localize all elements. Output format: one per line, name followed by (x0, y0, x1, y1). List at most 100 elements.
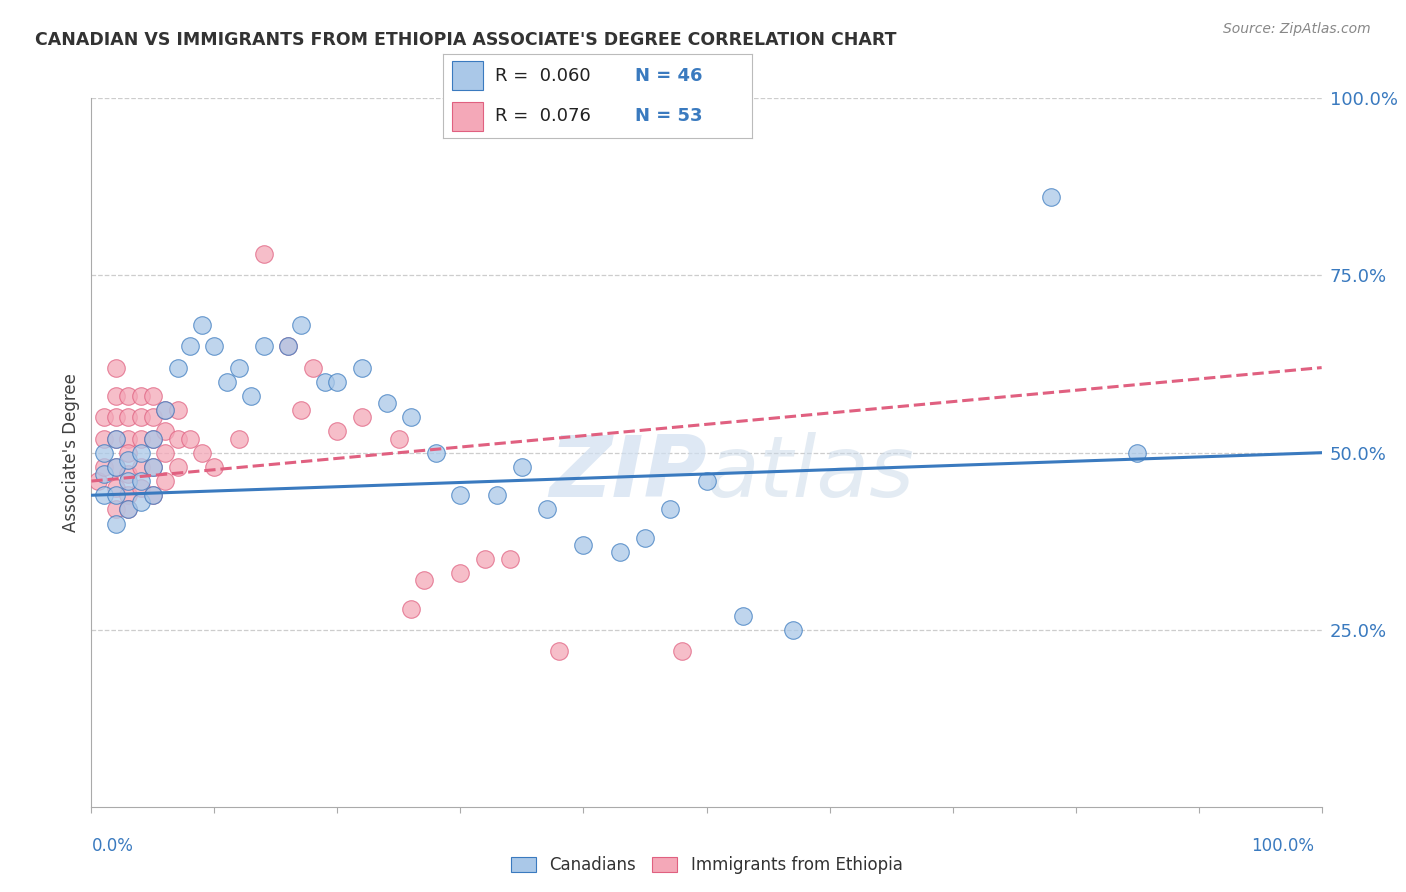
Legend: Canadians, Immigrants from Ethiopia: Canadians, Immigrants from Ethiopia (503, 849, 910, 880)
Point (191, 446, 214, 460)
Point (658, 502, 681, 516)
Point (634, 531, 657, 545)
Point (142, 432, 165, 446)
Text: 100.0%: 100.0% (1251, 837, 1315, 855)
Text: Source: ZipAtlas.com: Source: ZipAtlas.com (1223, 22, 1371, 37)
Point (129, 389, 152, 403)
Point (93, 446, 115, 460)
Point (228, 432, 250, 446)
Point (375, 396, 398, 410)
Point (93, 467, 115, 481)
Point (301, 360, 323, 375)
Point (129, 459, 152, 474)
Point (105, 459, 127, 474)
Point (153, 403, 177, 417)
Point (536, 502, 558, 516)
Point (449, 566, 471, 581)
Point (228, 360, 250, 375)
Point (425, 446, 447, 460)
Point (399, 410, 422, 425)
Point (129, 495, 152, 509)
Point (142, 459, 165, 474)
Point (290, 318, 312, 332)
Point (352, 360, 374, 375)
Point (105, 459, 127, 474)
Point (117, 410, 139, 425)
Point (277, 339, 299, 353)
Text: N = 53: N = 53 (634, 107, 702, 125)
Point (93, 410, 115, 425)
Point (277, 339, 299, 353)
Point (191, 318, 214, 332)
Point (609, 545, 631, 559)
Point (352, 410, 374, 425)
Point (129, 432, 152, 446)
Bar (453, 102, 484, 130)
Point (105, 360, 127, 375)
Point (153, 425, 177, 439)
Text: R =  0.060: R = 0.060 (495, 67, 591, 85)
Point (117, 474, 139, 488)
Point (105, 410, 127, 425)
Point (129, 481, 152, 495)
Point (215, 375, 238, 389)
Point (105, 389, 127, 403)
Point (671, 644, 693, 658)
Point (498, 552, 520, 566)
Point (117, 432, 139, 446)
Point (142, 389, 165, 403)
Point (202, 459, 225, 474)
Point (1126, 446, 1149, 460)
Point (142, 432, 165, 446)
Point (695, 474, 717, 488)
Point (572, 538, 595, 552)
Point (105, 432, 127, 446)
Point (105, 481, 127, 495)
Point (86, 474, 108, 488)
Point (474, 552, 496, 566)
Point (399, 601, 422, 615)
Point (153, 446, 177, 460)
Bar (453, 62, 484, 90)
Point (412, 574, 434, 588)
Point (326, 375, 349, 389)
Point (153, 403, 177, 417)
Text: 0.0%: 0.0% (91, 837, 134, 855)
Point (117, 488, 139, 502)
Point (93, 459, 115, 474)
Y-axis label: Associate's Degree: Associate's Degree (62, 373, 80, 533)
Point (253, 247, 276, 261)
Point (117, 467, 139, 481)
Point (105, 488, 127, 502)
Point (449, 488, 471, 502)
Point (388, 432, 411, 446)
Point (166, 459, 188, 474)
Point (129, 410, 152, 425)
Point (93, 488, 115, 502)
Point (510, 459, 533, 474)
Point (117, 502, 139, 516)
Point (105, 516, 127, 531)
Point (202, 339, 225, 353)
Point (486, 488, 509, 502)
Point (153, 474, 177, 488)
Point (117, 502, 139, 516)
Point (117, 389, 139, 403)
Text: R =  0.076: R = 0.076 (495, 107, 592, 125)
Point (166, 403, 188, 417)
Point (129, 446, 152, 460)
Point (326, 425, 349, 439)
Point (142, 488, 165, 502)
Point (253, 339, 276, 353)
Point (93, 432, 115, 446)
Point (240, 389, 263, 403)
Text: ZIP: ZIP (548, 433, 706, 516)
Point (117, 446, 139, 460)
Point (166, 432, 188, 446)
Point (142, 459, 165, 474)
Text: N = 46: N = 46 (634, 67, 702, 85)
Text: CANADIAN VS IMMIGRANTS FROM ETHIOPIA ASSOCIATE'S DEGREE CORRELATION CHART: CANADIAN VS IMMIGRANTS FROM ETHIOPIA ASS… (35, 31, 897, 49)
Point (142, 488, 165, 502)
Point (547, 644, 569, 658)
Point (105, 432, 127, 446)
